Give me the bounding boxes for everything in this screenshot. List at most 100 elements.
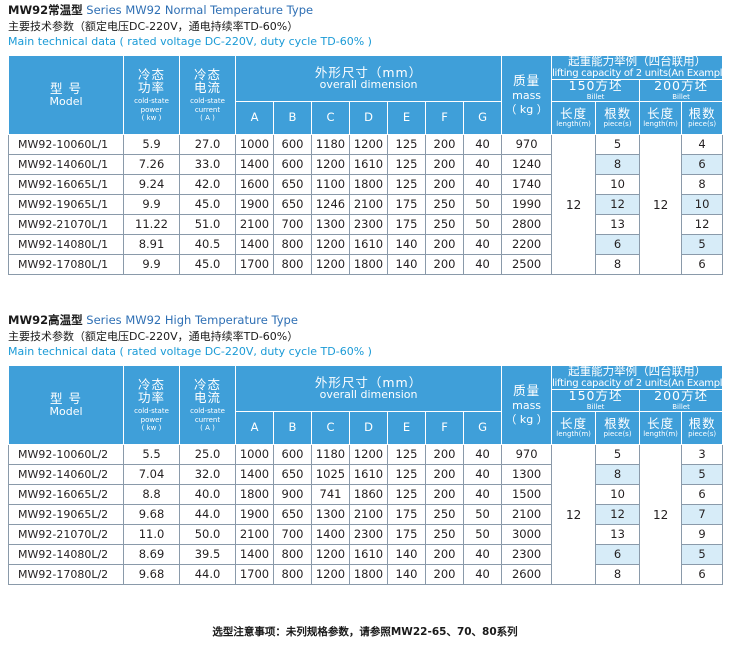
value-cell: 200: [425, 254, 464, 275]
value-cell: 741: [311, 484, 350, 505]
length-200-cell: 12: [639, 134, 683, 275]
value-cell: 1740: [501, 174, 553, 195]
model-cell: MW92-17080L/1: [8, 254, 124, 275]
table-row: MW92-14080L/2 8.69 39.5 1400 800 1200 1610 140 2…: [8, 544, 724, 565]
power-header-en: cold-state power: [134, 407, 169, 424]
length-header-cn: 长度: [647, 415, 675, 431]
pieces-header-en: piece(s): [603, 120, 632, 129]
pieces-150-cell: 5: [595, 444, 641, 465]
mass-header-en: mass: [512, 399, 542, 413]
mass-header: 质量 mass （ kg ）: [501, 55, 553, 135]
pieces-header: 根数 piece(s): [595, 411, 641, 445]
header-row-top: 型 号 Model 冷态功率 cold-state power( kw ) 冷态电流 co…: [8, 55, 724, 135]
dimension-col-f: F: [425, 411, 464, 445]
value-cell: 8.8: [123, 484, 180, 505]
value-cell: 40: [462, 154, 503, 175]
model-header-en: Model: [49, 404, 83, 418]
value-cell: 7.26: [123, 154, 180, 175]
value-cell: 650: [273, 464, 312, 485]
pieces-200-cell: 7: [681, 504, 724, 525]
dimension-header: 外形尺寸（mm） overall dimension: [234, 55, 503, 102]
value-cell: 40: [462, 484, 503, 505]
pieces-200-cell: 6: [681, 254, 724, 275]
dimension-col-d: D: [349, 101, 388, 135]
value-cell: 9.68: [123, 564, 180, 585]
power-header-unit: ( kw ): [141, 423, 162, 432]
value-cell: 1000: [235, 444, 274, 465]
power-header-cn: 冷态功率: [137, 376, 165, 406]
value-cell: 200: [425, 174, 464, 195]
current-header-unit: ( A ): [200, 423, 215, 432]
table-row: MW92-16065L/1 9.24 42.0 1600 650 1100 1800 125 2…: [8, 174, 724, 195]
value-cell: 1610: [349, 544, 388, 565]
table-row: MW92-21070L/2 11.0 50.0 2100 700 1400 2300 175 2…: [8, 524, 724, 545]
value-cell: 600: [273, 154, 312, 175]
pieces-header-en: piece(s): [603, 430, 632, 439]
value-cell: 125: [387, 134, 426, 155]
model-header-cn: 型 号: [50, 391, 82, 407]
value-cell: 1900: [235, 194, 274, 215]
value-cell: 7.04: [123, 464, 180, 485]
lifting-capacity-en: lifting capacity of 2 units(An Example): [552, 67, 723, 79]
length-200-cell: 12: [639, 444, 683, 585]
value-cell: 45.0: [179, 194, 236, 215]
normal-temp-section: MW92常温型 Series MW92 Normal Temperature T…: [8, 2, 724, 275]
current-header-cn: 冷态电流: [193, 66, 221, 96]
model-cell: MW92-19065L/1: [8, 194, 124, 215]
length-header-en: length(m): [643, 430, 678, 439]
value-cell: 200: [425, 544, 464, 565]
value-cell: 8.91: [123, 234, 180, 255]
pieces-150-cell: 12: [595, 504, 641, 525]
value-cell: 1180: [311, 444, 350, 465]
billet-150-cn: 150方坯: [568, 389, 623, 404]
dimension-col-f: F: [425, 101, 464, 135]
pieces-150-cell: 8: [595, 564, 641, 585]
value-cell: 1025: [311, 464, 350, 485]
value-cell: 800: [273, 234, 312, 255]
model-header-en: Model: [49, 94, 83, 108]
value-cell: 1400: [311, 524, 350, 545]
value-cell: 1610: [349, 464, 388, 485]
pieces-header-en: piece(s): [688, 430, 717, 439]
value-cell: 44.0: [179, 564, 236, 585]
value-cell: 9.9: [123, 254, 180, 275]
value-cell: 40: [462, 464, 503, 485]
value-cell: 45.0: [179, 254, 236, 275]
pieces-header-cn: 根数: [688, 415, 716, 431]
value-cell: 200: [425, 464, 464, 485]
power-header: 冷态功率 cold-state power( kw ): [123, 55, 180, 135]
pieces-200-cell: 5: [681, 464, 724, 485]
dimension-col-g: G: [462, 411, 503, 445]
table-row: MW92-17080L/2 9.68 44.0 1700 800 1200 1800 140 2…: [8, 564, 724, 585]
length-150-cell: 12: [551, 444, 597, 585]
value-cell: 1800: [349, 254, 388, 275]
value-cell: 1400: [235, 544, 274, 565]
length-header-cn: 长度: [560, 105, 588, 121]
current-header: 冷态电流 cold-state current( A ): [179, 55, 236, 135]
pieces-200-cell: 8: [681, 174, 724, 195]
billet-150-en: Billet: [586, 92, 605, 101]
pieces-header: 根数 piece(s): [681, 411, 724, 445]
value-cell: 650: [273, 504, 312, 525]
value-cell: 200: [425, 234, 464, 255]
value-cell: 2800: [501, 214, 553, 235]
value-cell: 1200: [349, 134, 388, 155]
lifting-capacity-header: 起重能力举例（四台联用） lifting capacity of 2 units(…: [551, 55, 724, 80]
table-row: MW92-14060L/2 7.04 32.0 1400 650 1025 1610 125 2…: [8, 464, 724, 485]
pieces-200-cell: 5: [681, 234, 724, 255]
table-row: MW92-19065L/1 9.9 45.0 1900 650 1246 2100 175 25…: [8, 194, 724, 215]
billet-200-cn: 200方坯: [654, 79, 709, 94]
pieces-150-cell: 6: [595, 234, 641, 255]
model-cell: MW92-10060L/2: [8, 444, 124, 465]
pieces-header-en: piece(s): [688, 120, 717, 129]
value-cell: 140: [387, 254, 426, 275]
value-cell: 50: [462, 524, 503, 545]
value-cell: 125: [387, 444, 426, 465]
value-cell: 125: [387, 174, 426, 195]
value-cell: 250: [425, 524, 464, 545]
selection-footnote: 选型注意事项：未列规格参数，请参照MW22-65、70、80系列: [212, 626, 518, 638]
dimension-col-c: C: [311, 411, 350, 445]
pieces-150-cell: 13: [595, 214, 641, 235]
value-cell: 1180: [311, 134, 350, 155]
value-cell: 2100: [235, 214, 274, 235]
